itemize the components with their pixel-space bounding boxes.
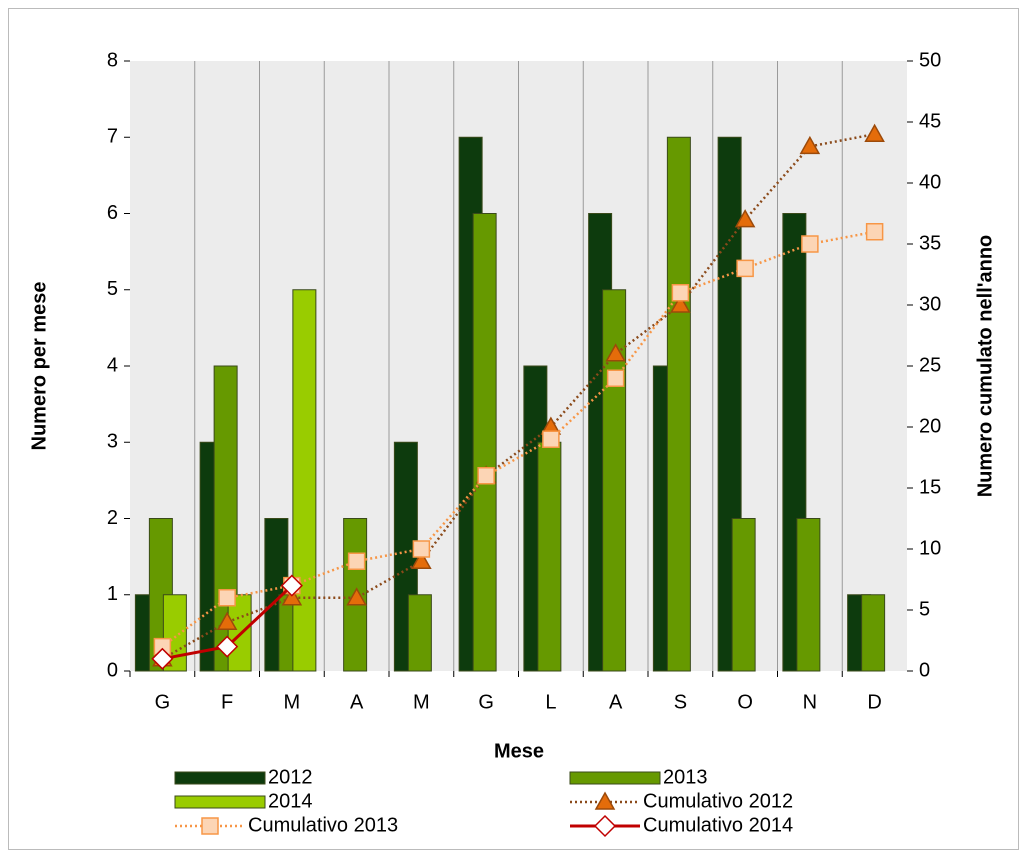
marker <box>216 635 239 658</box>
bar <box>666 136 691 672</box>
x-tick-label: A <box>609 691 623 713</box>
legend-label: 2013 <box>663 766 708 788</box>
bar <box>292 289 317 672</box>
bar <box>472 213 497 672</box>
y-tick-label: 1 <box>107 583 118 605</box>
legend-entry: 2013 <box>569 766 708 788</box>
legend-label: Cumulativo 2012 <box>643 790 793 812</box>
x-tick-label: N <box>803 691 817 713</box>
y-axis-title: Numero per mese <box>28 282 50 451</box>
y2-tick-label: 35 <box>919 232 941 254</box>
legend-swatch <box>174 795 266 809</box>
marker <box>605 343 626 362</box>
y-tick-label: 3 <box>107 431 118 453</box>
marker <box>216 611 238 630</box>
y2-tick-label: 30 <box>919 293 941 315</box>
y2-tick-label: 50 <box>919 49 941 71</box>
y-tick-label: 0 <box>107 659 118 681</box>
x-axis-title: Mese <box>494 740 544 762</box>
x-tick-label: L <box>545 691 556 713</box>
legend-entry: Cumulativo 2012 <box>570 790 793 812</box>
legend-entry: 2012 <box>174 766 313 788</box>
marker <box>281 587 303 606</box>
y-tick-label: 7 <box>107 126 118 148</box>
marker <box>153 637 172 656</box>
legend-entry: 2014 <box>174 790 313 812</box>
y2-tick-label: 45 <box>919 110 941 132</box>
y2-tick-label: 0 <box>919 659 930 681</box>
x-tick-label: M <box>284 691 301 713</box>
marker <box>799 135 821 155</box>
legend-label: Cumulativo 2013 <box>248 814 398 836</box>
marker <box>594 791 616 810</box>
x-tick-label: G <box>155 691 171 713</box>
marker <box>671 284 690 302</box>
y-tick-label: 2 <box>107 507 118 529</box>
marker <box>865 223 884 241</box>
y2-axis-title: Numero cumulato nell'anno <box>974 235 996 498</box>
legend-swatch <box>569 771 661 785</box>
marker <box>411 550 432 569</box>
legend-entry: Cumulativo 2014 <box>570 814 793 838</box>
marker <box>218 589 236 607</box>
x-tick-label: S <box>674 691 687 713</box>
marker <box>347 552 366 570</box>
bar <box>731 518 756 672</box>
x-tick-label: D <box>867 691 881 713</box>
marker <box>734 209 756 228</box>
x-tick-label: G <box>478 691 494 713</box>
y2-tick-label: 10 <box>919 537 941 559</box>
line <box>161 132 875 660</box>
y-tick-label: 6 <box>107 202 118 224</box>
y-tick-label: 4 <box>107 354 118 376</box>
bar <box>861 594 886 672</box>
marker <box>477 467 495 485</box>
y2-tick-label: 25 <box>919 354 941 376</box>
marker <box>606 369 625 387</box>
y2-tick-label: 40 <box>919 171 941 193</box>
legend-label: Cumulativo 2014 <box>643 814 793 836</box>
marker <box>670 294 691 313</box>
marker <box>201 817 219 835</box>
bar <box>537 441 562 672</box>
marker <box>801 235 819 253</box>
bar <box>796 518 821 672</box>
y-tick-label: 8 <box>107 49 118 71</box>
marker <box>412 540 431 558</box>
legend-label: 2014 <box>268 790 313 812</box>
bar <box>407 594 432 672</box>
marker <box>736 259 754 278</box>
x-tick-label: O <box>737 691 753 713</box>
y2-tick-label: 15 <box>919 476 941 498</box>
marker <box>151 647 174 670</box>
y2-tick-label: 5 <box>919 598 930 620</box>
marker <box>280 574 303 597</box>
legend-entry: Cumulativo 2013 <box>175 814 398 836</box>
y2-tick-label: 20 <box>919 415 941 437</box>
line <box>161 230 875 648</box>
x-tick-label: M <box>413 691 430 713</box>
legend-swatch <box>174 771 266 785</box>
legend-label: 2012 <box>268 766 313 788</box>
y-tick-label: 5 <box>107 278 118 300</box>
marker <box>346 587 367 606</box>
x-tick-label: A <box>350 691 364 713</box>
marker <box>864 123 885 142</box>
marker <box>593 814 617 838</box>
x-tick-label: F <box>221 691 233 713</box>
marker <box>542 430 560 448</box>
